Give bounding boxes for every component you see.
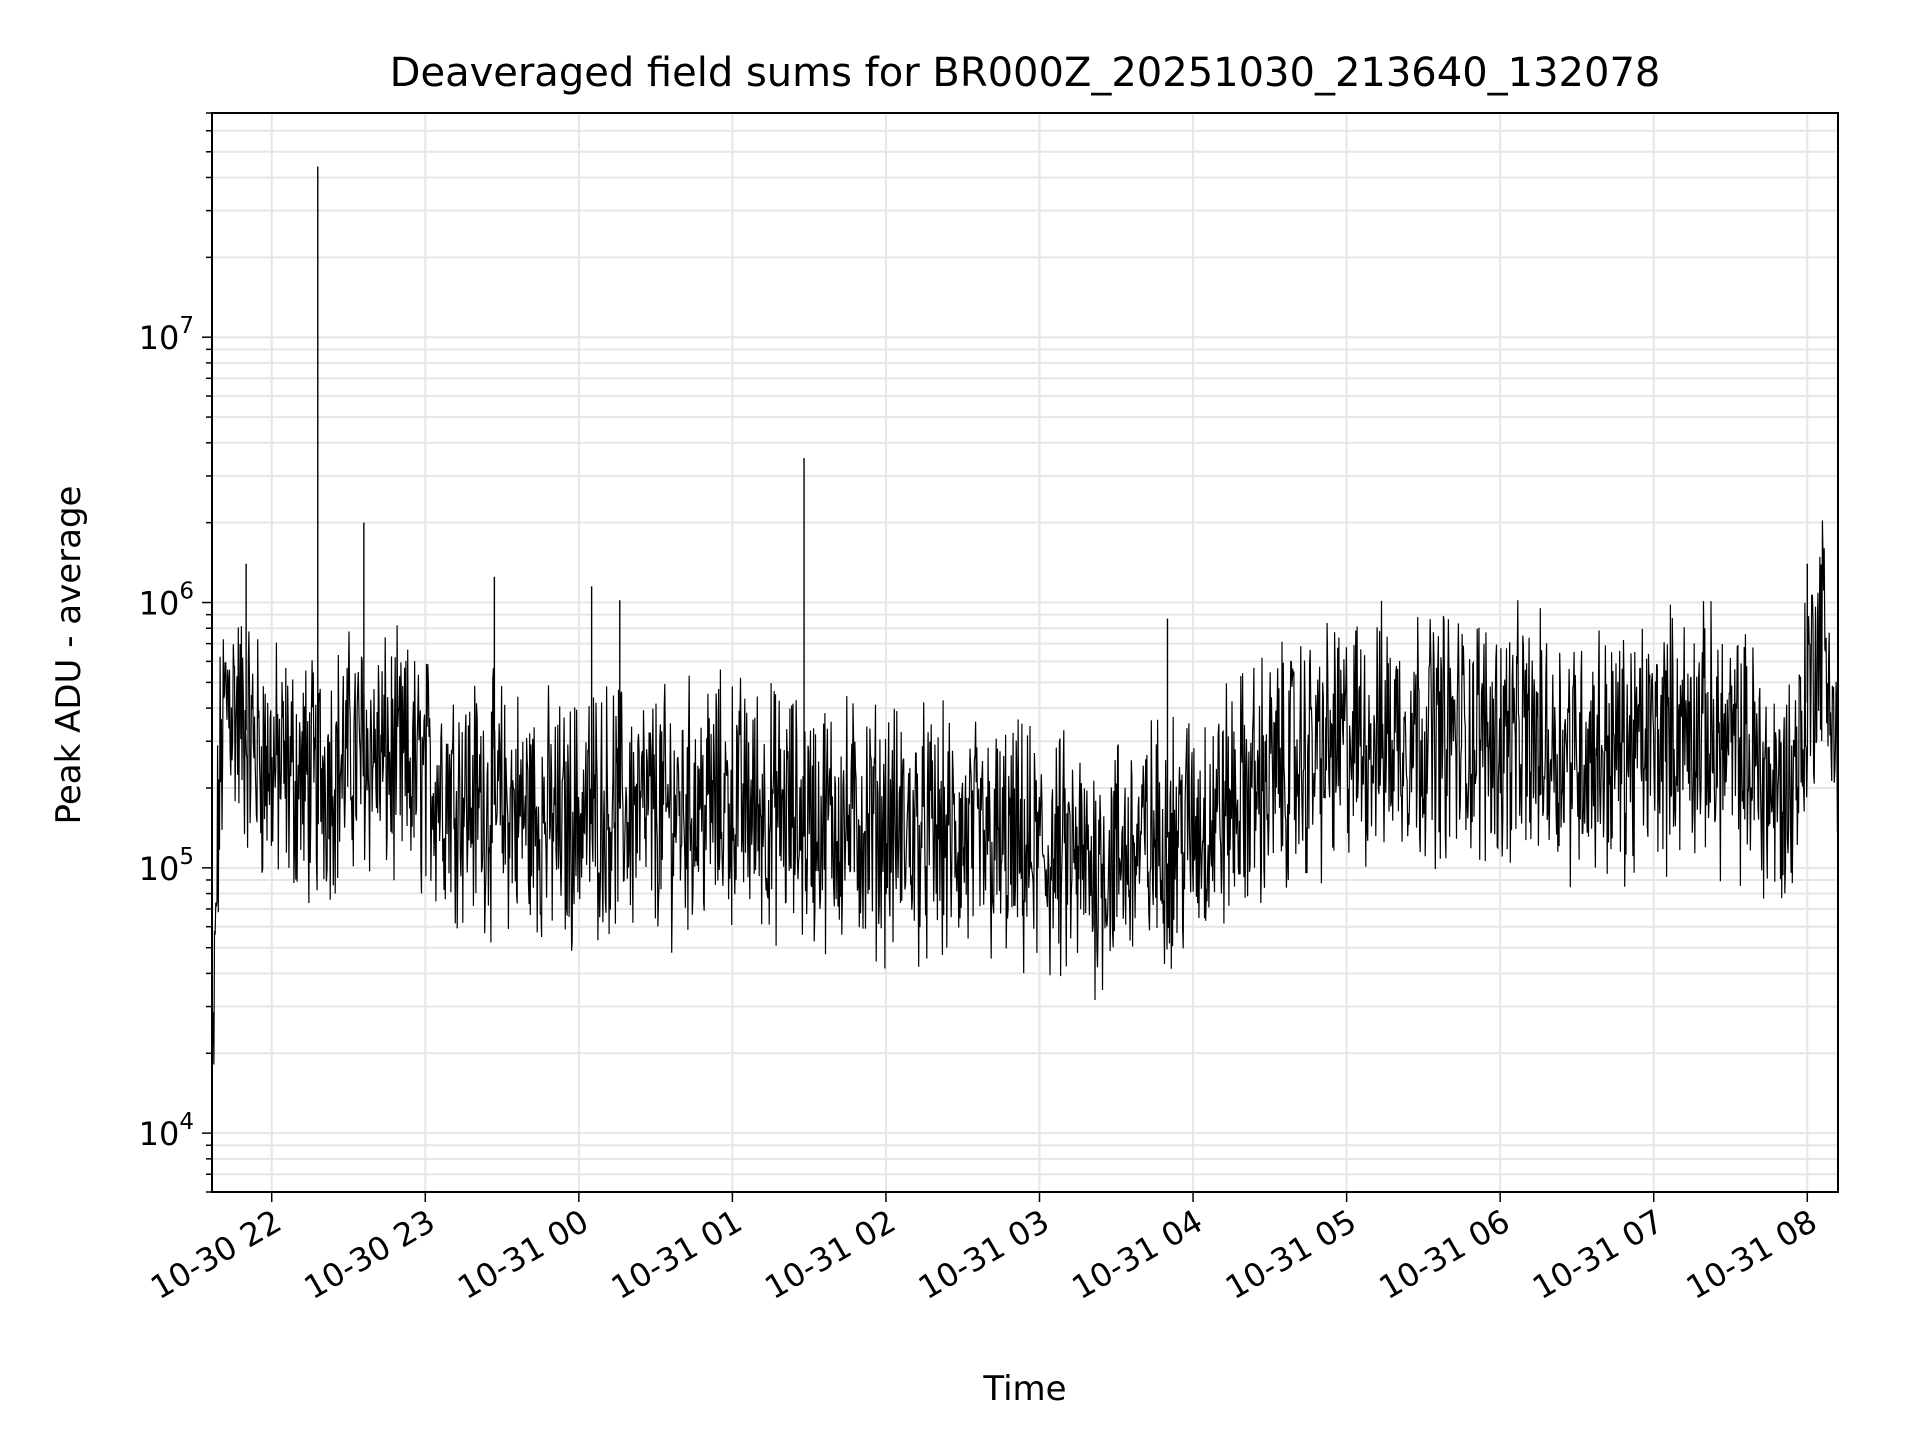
series-line bbox=[211, 520, 1839, 1110]
y-tick-label: 107 bbox=[139, 313, 194, 357]
y-axis-label: Peak ADU - average bbox=[49, 486, 89, 825]
x-axis-label: Time bbox=[982, 1369, 1066, 1409]
y-axis-ticks: 104 105 106 107 bbox=[139, 112, 212, 1193]
y-tick-label: 104 bbox=[139, 1109, 194, 1153]
y-tick-label: 105 bbox=[139, 844, 194, 888]
y-tick-label: 106 bbox=[139, 579, 194, 623]
grid-layer bbox=[212, 112, 1838, 1193]
plot-frame bbox=[211, 112, 1839, 1193]
chart-title: Deaveraged field sums for BR000Z_2025103… bbox=[390, 50, 1661, 96]
line-layer bbox=[211, 166, 1839, 1110]
